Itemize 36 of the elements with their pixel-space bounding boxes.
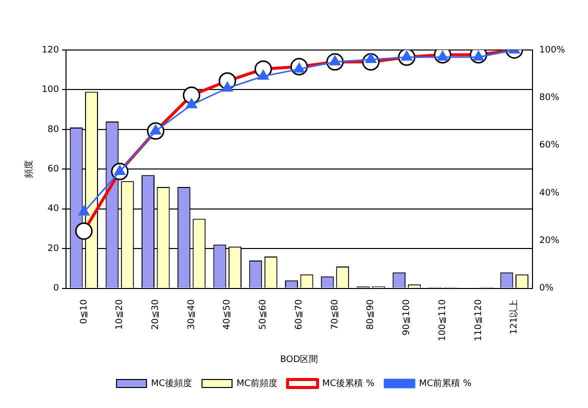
point <box>78 206 90 216</box>
x-tick-label: 121以上 <box>508 299 520 334</box>
y-tick-label: 60 <box>48 164 60 174</box>
x-tick-label: 70≦80 <box>330 299 340 330</box>
legend-label: MC前累積 % <box>419 378 472 389</box>
point <box>222 82 234 92</box>
x-tick-label: 40≦50 <box>222 299 233 330</box>
legend-label: MC前頻度 <box>236 378 278 389</box>
y2-tick-label: 20% <box>539 236 560 246</box>
y2-tick-label: 80% <box>539 93 560 104</box>
x-tick-label: 20≦30 <box>150 299 161 330</box>
y-tick-label: 120 <box>42 45 60 56</box>
x-tick-label: 80≦90 <box>366 299 376 330</box>
point <box>186 98 198 108</box>
x-tick-label: 0≦10 <box>79 299 90 324</box>
y2-tick-label: 40% <box>539 188 560 198</box>
y2-tick-label: 100% <box>539 45 566 56</box>
x-tick-label: 50≦60 <box>258 299 269 330</box>
y2-tick-label: 0% <box>539 284 554 294</box>
y-tick-label: 40 <box>48 204 60 214</box>
y-tick-label: 100 <box>42 85 60 96</box>
y-tick-label: 20 <box>48 244 60 254</box>
y-tick-label: 0 <box>53 284 60 294</box>
x-tick-label: 100≦110 <box>438 299 448 342</box>
legend-label: MC後累積 % <box>322 378 375 389</box>
x-tick-label: 60≦70 <box>294 299 304 330</box>
y-tick-label: 80 <box>48 124 60 135</box>
y-axis-title: 頻度 <box>24 160 35 178</box>
x-tick-label: 30≦40 <box>186 299 197 330</box>
y2-tick-label: 60% <box>539 140 560 151</box>
x-axis-title: BOD区間 <box>280 354 318 365</box>
x-tick-label: 90≦100 <box>402 299 412 336</box>
point <box>258 70 269 80</box>
x-tick-label: 110≦120 <box>474 299 484 342</box>
x-tick-label: 10≦20 <box>115 299 126 330</box>
legend-label: MC後頻度 <box>150 378 192 389</box>
